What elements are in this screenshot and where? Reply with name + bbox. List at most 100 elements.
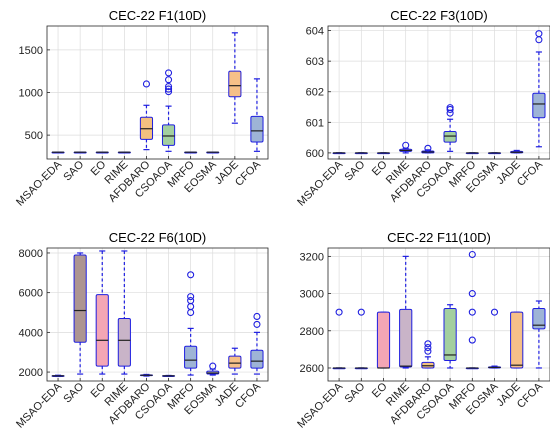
outlier-point [142, 80, 150, 88]
chart-panel-2: CEC-22 F3(10D) 600 601 602 603 604 MSAO-EDASAO… [295, 8, 550, 209]
box-iqr [161, 124, 176, 146]
box-iqr [443, 307, 457, 362]
box-CSOAOA [443, 104, 457, 152]
box-RIME [399, 141, 413, 154]
outlier-point [209, 362, 217, 370]
box-iqr [510, 311, 524, 369]
box-iqr [117, 317, 131, 367]
outlier-point [187, 271, 195, 279]
outlier-point [165, 76, 173, 84]
box-SAO [354, 308, 368, 370]
outlier-point [187, 297, 195, 305]
chart-title: CEC-22 F1(10D) [109, 8, 207, 23]
box-JADE [510, 311, 524, 369]
y-tick-label: 601 [306, 117, 324, 129]
chart-title: CEC-22 F3(10D) [390, 8, 488, 23]
outlier-point [490, 308, 499, 316]
x-tick-label: SAO [343, 158, 368, 183]
x-tick-label: CFOA [233, 380, 264, 411]
outlier-point [535, 30, 543, 38]
outlier-point [424, 144, 432, 152]
y-tick-label: 604 [306, 26, 324, 38]
box-JADE [510, 149, 524, 154]
outlier-point [187, 293, 195, 301]
box-CFOA [250, 312, 264, 375]
box-RIME [117, 250, 131, 375]
box-iqr [228, 355, 242, 369]
y-tick-label: 6000 [19, 288, 43, 300]
box-EOSMA [206, 151, 220, 154]
outlier-point [424, 347, 432, 355]
outlier-point [165, 85, 173, 93]
box-RIME [399, 255, 413, 369]
chart-panel-3: CEC-22 F6(10D) 2000 4000 6000 8000 MSAO-EDASA… [14, 230, 269, 431]
box-MRFO [184, 271, 198, 376]
box-CFOA [532, 30, 546, 148]
box-CSOAOA [161, 69, 176, 152]
chart-title: CEC-22 F11(10D) [387, 230, 491, 245]
x-tick-label: MSAO-EDA [295, 380, 345, 430]
y-tick-label: 8000 [19, 248, 43, 260]
box-SAO [354, 152, 368, 155]
outlier-point [446, 104, 454, 112]
box-MSAO-EDA [51, 151, 65, 154]
box-iqr [184, 345, 198, 369]
box-iqr [95, 294, 109, 367]
box-iqr [73, 254, 87, 343]
x-tick-label: SAO [343, 380, 368, 405]
y-tick-label: 500 [25, 130, 43, 142]
x-tick-label: CFOA [515, 158, 546, 189]
box-MRFO [184, 151, 198, 154]
box-CSOAOA [443, 304, 457, 369]
box-iqr [532, 92, 546, 119]
box-EO [376, 152, 391, 155]
y-tick-label: 4000 [19, 327, 43, 339]
outlier-point [468, 290, 476, 298]
outlier-point [424, 340, 432, 348]
box-MSAO-EDA [332, 152, 346, 155]
box-iqr [376, 311, 391, 369]
box-iqr [228, 70, 242, 98]
outlier-point [468, 250, 476, 259]
box-iqr [532, 307, 546, 330]
box-iqr [250, 115, 264, 143]
box-EOSMA [487, 152, 502, 155]
x-tick-label: MSAO-EDA [14, 158, 64, 208]
box-MSAO-EDA [332, 308, 346, 370]
box-EOSMA [206, 362, 220, 376]
x-tick-label: CFOA [515, 380, 546, 411]
outlier-point [253, 312, 261, 321]
y-tick-label: 3200 [300, 251, 324, 263]
box-AFDBARO [421, 340, 435, 369]
plot-frame [327, 25, 550, 160]
y-tick-label: 603 [306, 56, 324, 68]
box-SAO [73, 252, 87, 375]
plot-frame [46, 25, 269, 160]
box-AFDBARO [421, 144, 435, 154]
outlier-point [253, 320, 261, 328]
outlier-point [468, 336, 476, 344]
box-iqr [399, 308, 413, 368]
box-CFOA [250, 78, 264, 152]
box-EO [95, 151, 109, 154]
box-SAO [73, 151, 87, 154]
box-MRFO [465, 250, 479, 370]
x-tick-label: SAO [61, 380, 86, 405]
box-MSAO-EDA [51, 374, 65, 378]
outlier-point [165, 82, 173, 91]
y-tick-label: 602 [306, 87, 324, 99]
chart-panel-4: CEC-22 F11(10D) 2600 2800 3000 3200 MSAO-EDAS… [295, 230, 550, 431]
plot-frame [327, 247, 550, 382]
x-tick-label: CFOA [233, 158, 264, 189]
y-tick-label: 2600 [300, 363, 324, 375]
box-EO [376, 311, 391, 369]
box-AFDBARO [139, 80, 154, 151]
plot-frame [46, 247, 269, 382]
box-EOSMA [487, 308, 502, 369]
y-tick-label: 1000 [19, 88, 43, 100]
box-AFDBARO [139, 373, 154, 377]
box-MRFO [465, 152, 479, 155]
chart-title: CEC-22 F6(10D) [109, 230, 207, 245]
